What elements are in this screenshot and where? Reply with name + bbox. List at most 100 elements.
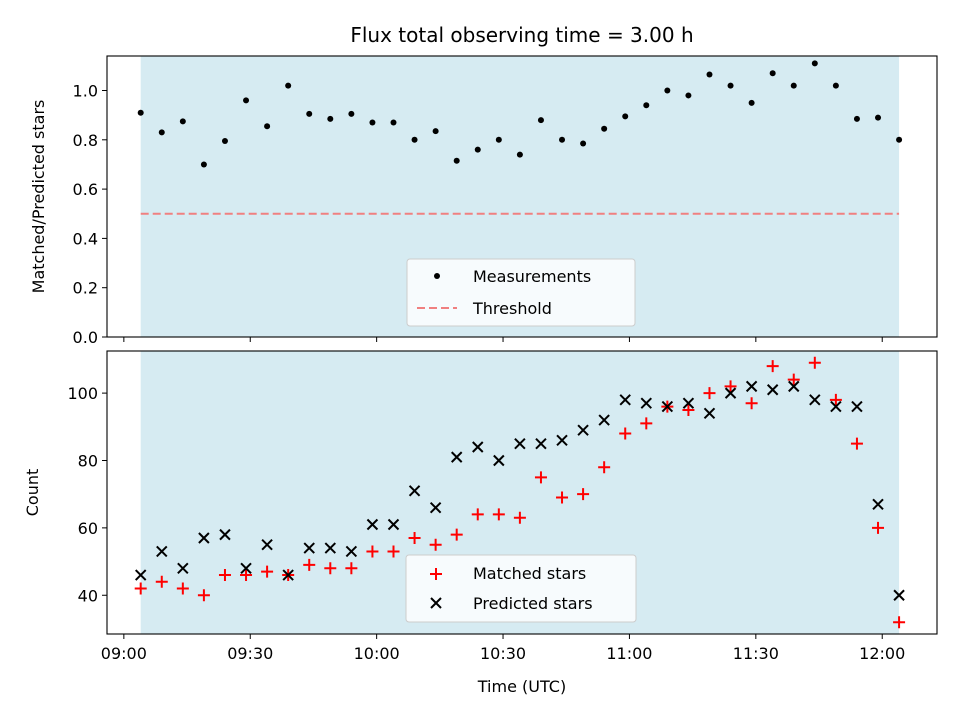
measurement-point [411,136,418,143]
measurement-point [664,87,671,94]
measurement-point [622,113,629,120]
legend-matched-marker [430,568,442,580]
measurement-point [179,118,186,125]
measurement-point [896,136,903,143]
predicted-star-point [366,518,379,531]
measurement-point [221,138,228,145]
measurement-point [790,82,797,89]
measurement-point [875,114,882,121]
x-tick-label: 10:30 [480,644,526,663]
predicted-star-point [619,394,631,406]
measurement-point [811,60,818,67]
matched-star-point [218,569,231,582]
top-y-tick-label: 1.0 [73,82,98,101]
measurement-point [453,157,460,164]
matched-star-point [261,565,274,578]
matched-star-point [682,403,695,416]
matched-star-point [240,569,253,582]
bottom-legend: Matched stars Predicted stars [405,554,637,623]
bottom-y-axis-label: Count [23,469,42,517]
predicted-star-point [893,589,905,601]
predicted-star-point [324,542,337,554]
predicted-star-point [703,407,716,420]
top-x-ticks [123,337,883,342]
predicted-star-point [303,542,315,554]
matched-star-point [808,356,821,369]
matched-star-point [872,521,885,534]
measurement-point [158,129,165,136]
measurement-point [853,115,860,122]
matched-star-point [387,545,400,558]
measurements-layer [137,60,903,168]
matched-star-point [197,589,210,602]
matched-star-point [893,616,906,629]
bottom-y-tick-label: 100 [67,384,98,403]
predicted-star-point [408,485,421,497]
predicted-star-point [345,545,358,558]
matched-star-point [408,531,421,544]
predicted-star-point [450,451,463,463]
legend-threshold-label: Threshold [472,299,552,318]
predicted-star-point [809,394,821,406]
predicted-star-point [177,562,189,575]
predicted-star-point [851,400,863,413]
measurement-point [285,82,292,89]
matched-star-point [766,360,779,373]
matched-star-point [577,488,590,501]
x-axis-label: Time (UTC) [477,677,566,696]
bottom-y-tick-label: 40 [78,586,98,605]
predicted-star-point [387,518,400,531]
matched-star-point [513,511,526,524]
matched-star-point [345,562,358,575]
top-panel: 0.0 0.2 0.4 0.6 0.8 1.0 Matched/Predicted sta… [29,55,938,347]
predicted-star-point [282,569,294,581]
measurement-point [706,71,713,78]
measurement-point [727,82,734,89]
predicted-star-point [429,501,442,514]
counts-layer [134,356,906,629]
predicted-star-point [261,539,273,551]
measurement-point [601,125,608,132]
matched-star-point [429,538,442,551]
measurement-point [516,151,523,158]
legend-predicted-marker [430,597,442,609]
measurement-point [495,136,502,143]
bottom-y-ticks: 40 60 80 100 [67,384,107,605]
matched-star-point [724,380,737,393]
top-y-tick-label: 0.2 [73,279,98,298]
matched-star-point [703,387,716,400]
predicted-star-point [493,454,505,467]
matched-star-point [492,508,505,521]
predicted-star-point [640,397,652,409]
matched-star-point [303,558,316,571]
predicted-star-point [156,545,168,558]
measurement-point [369,119,376,126]
measurement-point [474,146,481,153]
predicted-star-point [134,569,147,581]
matched-star-point [556,491,569,504]
top-y-tick-label: 0.8 [73,131,98,150]
measurement-point [685,92,692,99]
top-y-tick-label: 0.0 [73,328,98,347]
measurement-point [327,115,334,122]
measurement-point [748,99,755,106]
matched-star-point [471,508,484,521]
top-y-axis-label: Matched/Predicted stars [29,100,48,294]
matched-star-point [450,528,463,541]
matched-star-point [829,393,842,406]
matched-star-point [619,427,632,440]
x-tick-label: 09:00 [101,644,147,663]
bottom-y-tick-label: 60 [78,519,98,538]
predicted-star-point [472,441,484,453]
predicted-star-point [598,414,610,426]
x-tick-label: 09:30 [227,644,273,663]
predicted-star-point [577,424,589,436]
matched-star-point [745,397,758,410]
measurement-point [306,110,313,117]
chart-title: Flux total observing time = 3.00 h [350,23,693,47]
x-tick-label: 11:00 [606,644,652,663]
bottom-y-tick-label: 80 [78,451,98,470]
x-tick-label: 10:00 [354,644,400,663]
measurement-point [537,117,544,124]
